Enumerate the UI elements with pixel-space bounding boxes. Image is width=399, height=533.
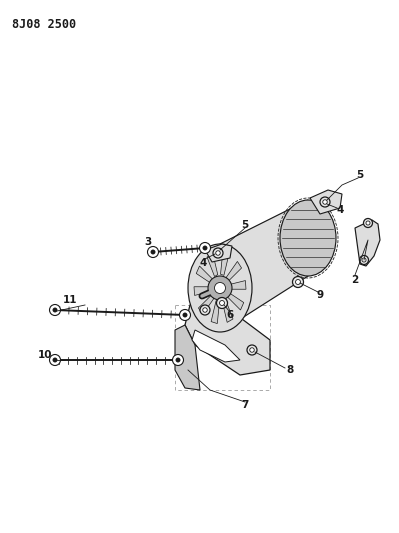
Text: 4: 4 bbox=[336, 205, 344, 215]
Circle shape bbox=[200, 305, 210, 315]
Circle shape bbox=[148, 246, 158, 257]
Circle shape bbox=[292, 277, 304, 287]
Text: 4: 4 bbox=[200, 258, 207, 268]
Circle shape bbox=[53, 358, 57, 362]
Circle shape bbox=[172, 354, 184, 366]
Text: 6: 6 bbox=[226, 310, 234, 320]
Circle shape bbox=[219, 301, 225, 305]
Polygon shape bbox=[196, 266, 212, 283]
Text: 5: 5 bbox=[356, 170, 363, 180]
Polygon shape bbox=[220, 200, 308, 332]
Polygon shape bbox=[310, 190, 342, 214]
Circle shape bbox=[49, 304, 61, 316]
Circle shape bbox=[203, 246, 207, 250]
Circle shape bbox=[320, 197, 330, 207]
Polygon shape bbox=[227, 293, 244, 310]
Circle shape bbox=[49, 354, 61, 366]
Circle shape bbox=[200, 243, 211, 254]
Circle shape bbox=[176, 358, 180, 362]
Text: 3: 3 bbox=[144, 237, 152, 247]
Polygon shape bbox=[207, 254, 218, 277]
Circle shape bbox=[250, 348, 254, 352]
Circle shape bbox=[362, 258, 366, 262]
Text: 2: 2 bbox=[352, 275, 359, 285]
Text: 9: 9 bbox=[316, 290, 324, 300]
Circle shape bbox=[216, 251, 220, 255]
Polygon shape bbox=[211, 301, 219, 324]
Text: 10: 10 bbox=[38, 350, 52, 360]
Circle shape bbox=[203, 308, 207, 312]
Text: 8J08 2500: 8J08 2500 bbox=[12, 18, 76, 31]
Polygon shape bbox=[221, 253, 229, 276]
Text: 5: 5 bbox=[241, 220, 249, 230]
Text: 8: 8 bbox=[286, 365, 294, 375]
Ellipse shape bbox=[280, 200, 336, 276]
Circle shape bbox=[217, 297, 227, 309]
Polygon shape bbox=[355, 220, 380, 266]
Polygon shape bbox=[205, 244, 232, 262]
Circle shape bbox=[208, 276, 232, 300]
Polygon shape bbox=[185, 300, 270, 375]
Circle shape bbox=[53, 308, 57, 312]
Polygon shape bbox=[175, 325, 200, 390]
Circle shape bbox=[215, 282, 225, 294]
Polygon shape bbox=[230, 280, 246, 289]
Polygon shape bbox=[198, 295, 214, 314]
Circle shape bbox=[363, 219, 373, 228]
Circle shape bbox=[151, 250, 155, 254]
Text: 7: 7 bbox=[241, 400, 249, 410]
Polygon shape bbox=[192, 330, 240, 362]
Text: 11: 11 bbox=[63, 295, 77, 305]
Polygon shape bbox=[222, 300, 233, 322]
Polygon shape bbox=[194, 287, 210, 295]
Circle shape bbox=[180, 310, 190, 320]
Circle shape bbox=[296, 279, 300, 285]
Ellipse shape bbox=[188, 244, 252, 332]
Circle shape bbox=[247, 345, 257, 355]
Polygon shape bbox=[226, 261, 241, 281]
Circle shape bbox=[366, 221, 370, 225]
Circle shape bbox=[359, 255, 369, 264]
Circle shape bbox=[213, 248, 223, 258]
Circle shape bbox=[323, 200, 327, 204]
Circle shape bbox=[183, 313, 187, 317]
